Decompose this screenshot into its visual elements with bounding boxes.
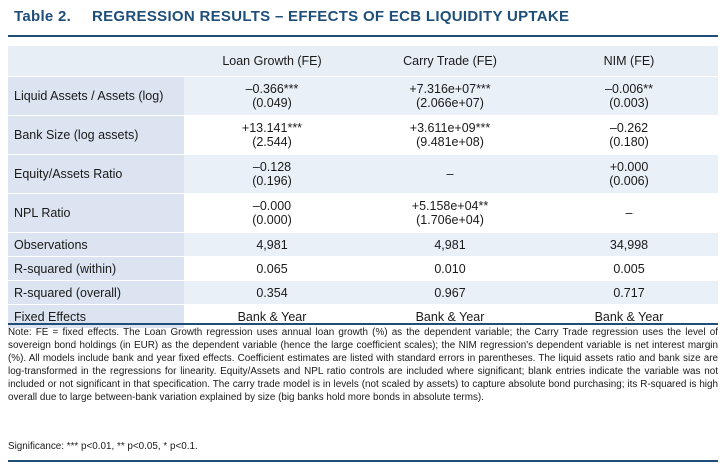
coefficient: – <box>446 167 454 181</box>
table-row: R-squared (within) 0.065 0.010 0.005 <box>8 256 718 281</box>
table-row: Bank Size (log assets) +13.141*** (2.544)… <box>8 115 718 155</box>
row-label: R-squared (within) <box>8 256 184 281</box>
row-label: Observations <box>8 232 184 257</box>
column-header-blank <box>8 46 184 77</box>
coefficient: –0.006** <box>605 82 653 96</box>
table-title-text: REGRESSION RESULTS – EFFECTS OF ECB LIQU… <box>92 8 570 25</box>
coefficient-cell: +3.611e+09*** (9.481e+08) <box>360 115 540 155</box>
row-label: Fixed Effects <box>8 304 184 328</box>
coefficient-cell: –0.366*** (0.049) <box>184 76 360 116</box>
coefficient: +3.611e+09*** <box>409 121 491 135</box>
figure-bottom-rule <box>8 460 718 462</box>
coefficient: –0.128 <box>252 160 292 174</box>
coefficient: – <box>625 206 633 220</box>
table-note: Note: FE = fixed effects. The Loan Growt… <box>8 327 718 403</box>
table-title: Table 2. REGRESSION RESULTS – EFFECTS OF … <box>14 8 569 30</box>
coefficient-cell: –0.006** (0.003) <box>540 76 718 116</box>
std-error: (0.003) <box>609 96 649 110</box>
coefficient: –0.366*** <box>245 82 299 96</box>
coefficient-cell: +7.316e+07*** (2.066e+07) <box>360 76 540 116</box>
stat-cell: 4,981 <box>184 232 360 257</box>
table-row: NPL Ratio –0.000 (0.000) +5.158e+04** (1.7… <box>8 193 718 233</box>
coefficient: –0.262 <box>609 121 649 135</box>
std-error: (0.000) <box>252 213 292 227</box>
stat-cell: 0.010 <box>360 256 540 281</box>
row-label: NPL Ratio <box>8 193 184 233</box>
std-error: (0.196) <box>252 174 292 188</box>
std-error: (2.066e+07) <box>416 96 484 110</box>
std-error: (1.706e+04) <box>416 213 484 227</box>
coefficient: –0.000 <box>252 199 292 213</box>
significance-note: Significance: *** p<0.01, ** p<0.05, * p… <box>8 441 198 452</box>
table-row: R-squared (overall) 0.354 0.967 0.717 <box>8 280 718 305</box>
table-number: Table 2. <box>14 8 72 25</box>
stat-cell: 0.005 <box>540 256 718 281</box>
std-error: (0.049) <box>252 96 292 110</box>
table-bottom-rule <box>8 323 718 325</box>
coefficient: +0.000 <box>609 160 649 174</box>
coefficient: +13.141*** <box>241 121 303 135</box>
table-row: Fixed Effects Bank & Year Bank & Year Ba… <box>8 304 718 328</box>
regression-table: Loan Growth (FE) Carry Trade (FE) NIM (F… <box>8 46 718 328</box>
coefficient-cell: –0.000 (0.000) <box>184 193 360 233</box>
stat-cell: Bank & Year <box>184 304 360 328</box>
coefficient-cell: +5.158e+04** (1.706e+04) <box>360 193 540 233</box>
column-header-nim: NIM (FE) <box>540 46 718 77</box>
std-error: (0.180) <box>609 135 649 149</box>
table-row: Liquid Assets / Assets (log) –0.366*** (0… <box>8 76 718 116</box>
std-error: (0.006) <box>609 174 649 188</box>
stat-cell: 0.967 <box>360 280 540 305</box>
coefficient-cell: – <box>540 193 718 233</box>
table-row: Observations 4,981 4,981 34,998 <box>8 232 718 257</box>
stat-cell: 0.354 <box>184 280 360 305</box>
coefficient: +5.158e+04** <box>411 199 489 213</box>
stat-cell: Bank & Year <box>360 304 540 328</box>
coefficient-cell: +13.141*** (2.544) <box>184 115 360 155</box>
table-row: Equity/Assets Ratio –0.128 (0.196) – +0.0… <box>8 154 718 194</box>
header-row: Loan Growth (FE) Carry Trade (FE) NIM (F… <box>8 46 718 77</box>
column-header-carry-trade: Carry Trade (FE) <box>360 46 540 77</box>
coefficient-cell: +0.000 (0.006) <box>540 154 718 194</box>
coefficient-cell: –0.262 (0.180) <box>540 115 718 155</box>
coefficient-cell: – <box>360 154 540 194</box>
stat-cell: 0.065 <box>184 256 360 281</box>
row-label: Bank Size (log assets) <box>8 115 184 155</box>
title-rule <box>8 35 718 37</box>
std-error: (9.481e+08) <box>416 135 484 149</box>
stat-cell: 0.717 <box>540 280 718 305</box>
stat-cell: Bank & Year <box>540 304 718 328</box>
row-label: R-squared (overall) <box>8 280 184 305</box>
stat-cell: 34,998 <box>540 232 718 257</box>
column-header-loan-growth: Loan Growth (FE) <box>184 46 360 77</box>
row-label: Equity/Assets Ratio <box>8 154 184 194</box>
coefficient: +7.316e+07*** <box>409 82 491 96</box>
row-label: Liquid Assets / Assets (log) <box>8 76 184 116</box>
stat-cell: 4,981 <box>360 232 540 257</box>
coefficient-cell: –0.128 (0.196) <box>184 154 360 194</box>
std-error: (2.544) <box>252 135 292 149</box>
